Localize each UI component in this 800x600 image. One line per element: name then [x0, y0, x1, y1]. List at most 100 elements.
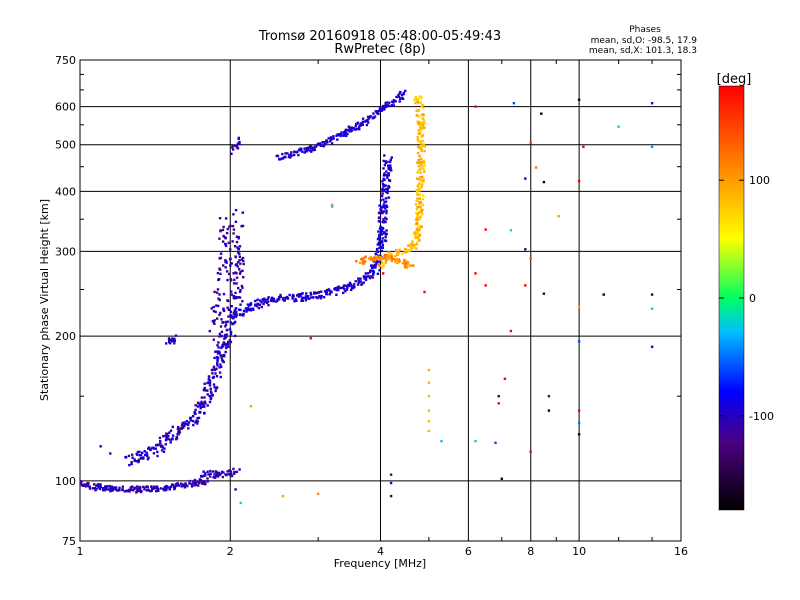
data-point	[387, 257, 391, 260]
data-point	[315, 296, 318, 299]
data-point	[185, 419, 189, 423]
data-point	[227, 340, 230, 344]
data-point	[421, 126, 424, 130]
data-point	[140, 451, 144, 454]
data-point	[395, 258, 398, 262]
data-point	[219, 325, 223, 328]
data-point	[308, 145, 312, 148]
data-point	[359, 122, 362, 126]
data-point	[149, 448, 152, 451]
data-point	[299, 294, 302, 297]
data-point	[416, 136, 419, 139]
data-point	[381, 183, 385, 186]
data-point	[351, 286, 354, 290]
data-point	[135, 452, 138, 456]
data-point	[353, 128, 356, 131]
data-point	[240, 225, 243, 228]
data-point	[131, 489, 135, 492]
data-point	[422, 180, 425, 184]
data-point	[221, 228, 225, 232]
data-point	[305, 292, 308, 295]
data-point	[577, 421, 581, 425]
data-point	[418, 154, 421, 158]
data-point	[220, 318, 223, 321]
data-point	[381, 106, 384, 109]
data-point	[233, 144, 237, 147]
data-point	[94, 489, 97, 492]
data-point	[212, 376, 215, 379]
data-point	[227, 342, 230, 346]
data-point	[213, 290, 216, 294]
data-point	[203, 382, 206, 385]
data-point	[162, 435, 165, 438]
data-point	[419, 179, 422, 182]
data-point	[423, 164, 426, 167]
data-point	[384, 161, 388, 164]
data-point	[529, 450, 532, 453]
data-point	[421, 160, 425, 164]
data-point	[369, 269, 372, 272]
data-point	[247, 308, 250, 312]
data-point	[195, 419, 198, 422]
data-point	[196, 417, 199, 420]
data-point	[233, 312, 236, 316]
data-point	[173, 486, 176, 490]
data-point	[329, 140, 332, 143]
x-tick-label: 1	[77, 545, 84, 558]
data-point	[417, 140, 420, 143]
data-point	[238, 290, 242, 293]
data-point	[222, 234, 225, 238]
data-point	[337, 286, 341, 289]
data-point	[524, 284, 527, 287]
data-point	[204, 482, 207, 486]
data-point	[168, 488, 172, 491]
x-axis-ticks: 1 2 4 6 8 10 16	[77, 60, 688, 558]
data-point	[384, 239, 388, 243]
data-point	[377, 216, 381, 219]
data-point	[154, 444, 158, 447]
data-point	[116, 489, 119, 492]
data-point	[421, 197, 425, 201]
data-point	[387, 172, 390, 175]
data-point	[309, 293, 313, 296]
data-point	[218, 371, 222, 374]
data-point	[175, 482, 179, 485]
data-point	[405, 261, 408, 265]
data-point	[212, 365, 216, 368]
data-point	[398, 92, 401, 95]
data-point	[417, 178, 420, 181]
data-point	[215, 387, 218, 390]
data-point	[256, 302, 259, 306]
data-point	[237, 251, 240, 254]
data-point	[403, 251, 406, 254]
data-point	[378, 233, 381, 237]
data-point	[224, 335, 228, 339]
data-point	[256, 304, 259, 308]
data-point	[382, 272, 385, 275]
data-point	[500, 477, 503, 480]
x-tick-label: 10	[572, 545, 586, 558]
data-point	[234, 263, 238, 267]
data-point	[223, 333, 227, 337]
data-point	[267, 296, 270, 299]
data-point	[201, 481, 204, 484]
data-point	[216, 271, 220, 275]
data-point	[232, 228, 236, 231]
data-point	[383, 107, 386, 110]
data-point	[233, 334, 237, 338]
data-point	[340, 131, 343, 134]
data-point	[333, 288, 336, 291]
data-point	[234, 220, 238, 223]
data-point	[192, 481, 195, 484]
data-point	[234, 208, 238, 212]
data-point	[213, 356, 216, 360]
data-point	[342, 134, 345, 137]
data-point	[420, 116, 424, 120]
data-point	[384, 101, 387, 105]
data-point	[262, 299, 265, 302]
data-point	[427, 381, 431, 384]
data-point	[300, 299, 303, 302]
data-point	[401, 97, 405, 100]
data-point	[497, 395, 500, 398]
data-point	[379, 225, 382, 228]
